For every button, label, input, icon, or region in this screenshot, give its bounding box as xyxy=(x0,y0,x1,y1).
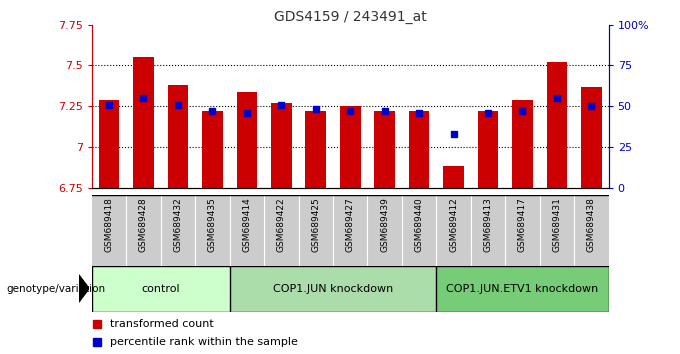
Text: GSM689422: GSM689422 xyxy=(277,198,286,252)
Text: GSM689438: GSM689438 xyxy=(587,198,596,252)
Bar xyxy=(237,92,257,188)
Title: GDS4159 / 243491_at: GDS4159 / 243491_at xyxy=(274,10,426,24)
Bar xyxy=(367,195,402,266)
Bar xyxy=(512,100,533,188)
Bar xyxy=(402,195,437,266)
Text: GSM689428: GSM689428 xyxy=(139,198,148,252)
Bar xyxy=(471,195,505,266)
Text: GSM689412: GSM689412 xyxy=(449,198,458,252)
Bar xyxy=(374,111,395,188)
Text: GSM689418: GSM689418 xyxy=(105,198,114,252)
Text: GSM689439: GSM689439 xyxy=(380,198,389,252)
Text: genotype/variation: genotype/variation xyxy=(7,284,106,293)
Text: COP1.JUN knockdown: COP1.JUN knockdown xyxy=(273,284,393,293)
Bar xyxy=(540,195,574,266)
Bar xyxy=(271,103,292,188)
Bar xyxy=(167,85,188,188)
Text: control: control xyxy=(141,284,180,293)
Bar xyxy=(133,57,154,188)
Bar xyxy=(230,266,437,312)
Bar xyxy=(202,111,223,188)
Bar xyxy=(160,195,195,266)
Text: GSM689435: GSM689435 xyxy=(208,198,217,252)
Text: transformed count: transformed count xyxy=(110,319,214,329)
Bar xyxy=(443,166,464,188)
Bar xyxy=(505,195,540,266)
Bar xyxy=(547,62,567,188)
Bar xyxy=(299,195,333,266)
Text: GSM689414: GSM689414 xyxy=(242,198,252,252)
Bar xyxy=(581,87,602,188)
Text: GSM689413: GSM689413 xyxy=(483,198,492,252)
Bar xyxy=(230,195,264,266)
Bar xyxy=(340,106,360,188)
Bar xyxy=(92,195,126,266)
Bar xyxy=(574,195,609,266)
Bar xyxy=(264,195,299,266)
Text: COP1.JUN.ETV1 knockdown: COP1.JUN.ETV1 knockdown xyxy=(446,284,598,293)
Text: percentile rank within the sample: percentile rank within the sample xyxy=(110,337,298,347)
Bar xyxy=(333,195,367,266)
Bar xyxy=(477,111,498,188)
Bar xyxy=(92,266,230,312)
Bar xyxy=(409,111,430,188)
Polygon shape xyxy=(79,275,89,302)
Text: GSM689417: GSM689417 xyxy=(518,198,527,252)
Text: GSM689427: GSM689427 xyxy=(345,198,355,252)
Text: GSM689440: GSM689440 xyxy=(415,198,424,252)
Bar xyxy=(437,195,471,266)
Bar xyxy=(99,100,120,188)
Text: GSM689431: GSM689431 xyxy=(552,198,562,252)
Bar xyxy=(437,266,609,312)
Bar xyxy=(195,195,230,266)
Bar xyxy=(305,111,326,188)
Text: GSM689432: GSM689432 xyxy=(173,198,182,252)
Bar xyxy=(126,195,160,266)
Text: GSM689425: GSM689425 xyxy=(311,198,320,252)
